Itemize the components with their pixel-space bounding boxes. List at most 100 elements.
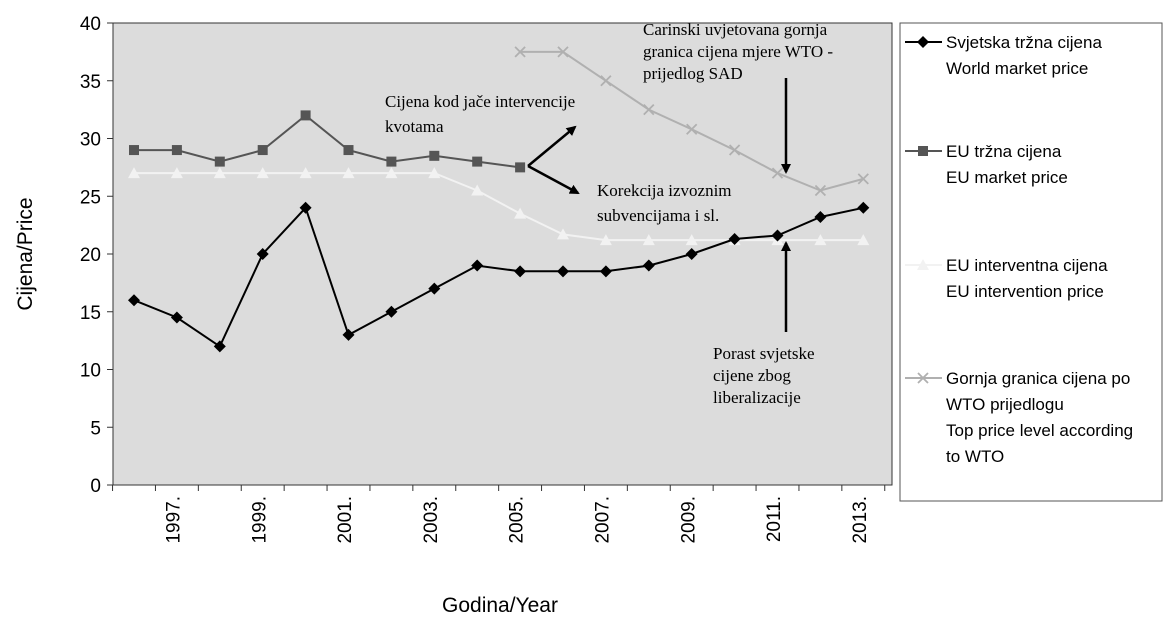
data-point (514, 265, 527, 278)
data-point (814, 211, 827, 224)
y-axis: 0 5 10 15 20 25 30 35 40 (80, 14, 113, 497)
legend-label: EU intervention price (946, 282, 1104, 301)
legend-label: WTO prijedlogu (946, 395, 1064, 414)
legend: Svjetska tržna cijena World market price E… (905, 33, 1133, 466)
y-axis-title: Cijena/Price (14, 197, 37, 310)
y-tick-label: 20 (80, 245, 101, 266)
data-point (386, 156, 397, 167)
x-tick-label: 2001. (335, 496, 356, 544)
y-tick-label: 25 (80, 187, 101, 208)
annotation-subsidy: Korekcija izvoznim (597, 181, 732, 200)
data-point (771, 167, 784, 179)
data-point (213, 167, 226, 179)
data-point (514, 207, 527, 219)
annotation-wto-limit: prijedlog SAD (643, 64, 743, 83)
data-point (128, 167, 140, 179)
data-point (857, 201, 870, 214)
data-point (685, 234, 698, 246)
annotation-arrow-quota (527, 125, 577, 167)
x-tick-label: 2009. (678, 496, 699, 544)
annotation-subsidy: subvencijama i sl. (597, 206, 719, 225)
x-tick-label: 2003. (421, 496, 442, 544)
y-tick-label: 5 (90, 418, 101, 439)
annotation-arrow-subsidy (527, 164, 580, 195)
y-tick-label: 0 (90, 476, 101, 497)
data-point (814, 234, 827, 246)
series-line (134, 114, 521, 169)
annotation-wto-limit: Carinski uvjetovana gornja (643, 20, 828, 39)
data-point (917, 372, 929, 384)
x-axis-title: Godina/Year (442, 594, 558, 617)
data-point (728, 232, 741, 245)
data-point (342, 328, 355, 341)
x-tick-label: 1997. (163, 496, 184, 544)
data-point (771, 229, 784, 242)
series-1 (128, 201, 870, 353)
data-point (917, 259, 929, 270)
data-point (472, 156, 483, 167)
data-point (128, 294, 140, 307)
annotations: Carinski uvjetovana gornja granica cijena… (385, 20, 833, 407)
data-point (917, 36, 929, 48)
legend-label: Svjetska tržna cijena (946, 33, 1102, 52)
legend-item: Gornja granica cijena po WTO prijedlogu T… (905, 369, 1133, 466)
data-point (429, 150, 440, 161)
plot-area (112, 22, 893, 486)
series-3 (128, 167, 870, 246)
data-point (428, 167, 441, 179)
legend-label: Top price level according (946, 421, 1133, 440)
data-point (814, 184, 827, 197)
data-point (471, 184, 484, 196)
series-line (134, 172, 864, 242)
data-point (385, 167, 398, 179)
y-tick-label: 30 (80, 130, 101, 151)
data-point (170, 167, 183, 179)
data-point (343, 145, 354, 156)
data-point (600, 75, 612, 87)
x-tick-label: 1999. (249, 496, 270, 544)
data-point (385, 305, 398, 318)
data-point (557, 228, 569, 240)
data-point (685, 248, 698, 260)
legend-label: to WTO (946, 447, 1004, 466)
data-point (515, 162, 526, 173)
data-point (599, 234, 612, 246)
legend-label: EU interventna cijena (946, 256, 1108, 275)
annotation-world-price: liberalizacije (713, 388, 801, 407)
annotation-wto-limit: granica cijena mjere WTO - (643, 42, 833, 61)
legend-box (899, 22, 1163, 502)
data-point (599, 265, 612, 278)
legend-label: Gornja granica cijena po (946, 369, 1130, 388)
data-point (213, 340, 226, 353)
data-point (557, 265, 569, 278)
data-point (257, 145, 268, 156)
data-point (918, 146, 928, 156)
x-axis: 1997. 1999. 2001. 2003. 2005. 2007. 2009. 2011.… (112, 485, 886, 544)
data-point (557, 46, 569, 58)
annotation-quota: Cijena kod jače intervencije (385, 92, 575, 111)
data-point (857, 173, 869, 185)
series-layer (128, 46, 870, 353)
x-tick-label: 2011. (764, 496, 785, 542)
data-point (299, 167, 312, 179)
data-point (642, 259, 655, 272)
annotation-world-price: Porast svjetske (713, 344, 815, 363)
data-point (299, 201, 312, 214)
legend-item: EU interventna cijena EU intervention pri… (905, 256, 1108, 301)
data-point (342, 167, 355, 179)
data-point (643, 103, 655, 116)
data-point (171, 145, 182, 156)
x-tick-label: 2013. (850, 496, 871, 544)
legend-label: EU market price (946, 168, 1068, 187)
data-point (642, 234, 655, 246)
data-point (256, 248, 269, 260)
data-point (256, 167, 269, 179)
x-tick-label: 2007. (592, 496, 613, 544)
y-tick-label: 10 (80, 361, 101, 382)
series-2 (129, 110, 526, 173)
series-4 (514, 46, 869, 197)
data-point (686, 123, 698, 135)
y-tick-label: 35 (80, 72, 101, 93)
data-point (728, 144, 741, 156)
